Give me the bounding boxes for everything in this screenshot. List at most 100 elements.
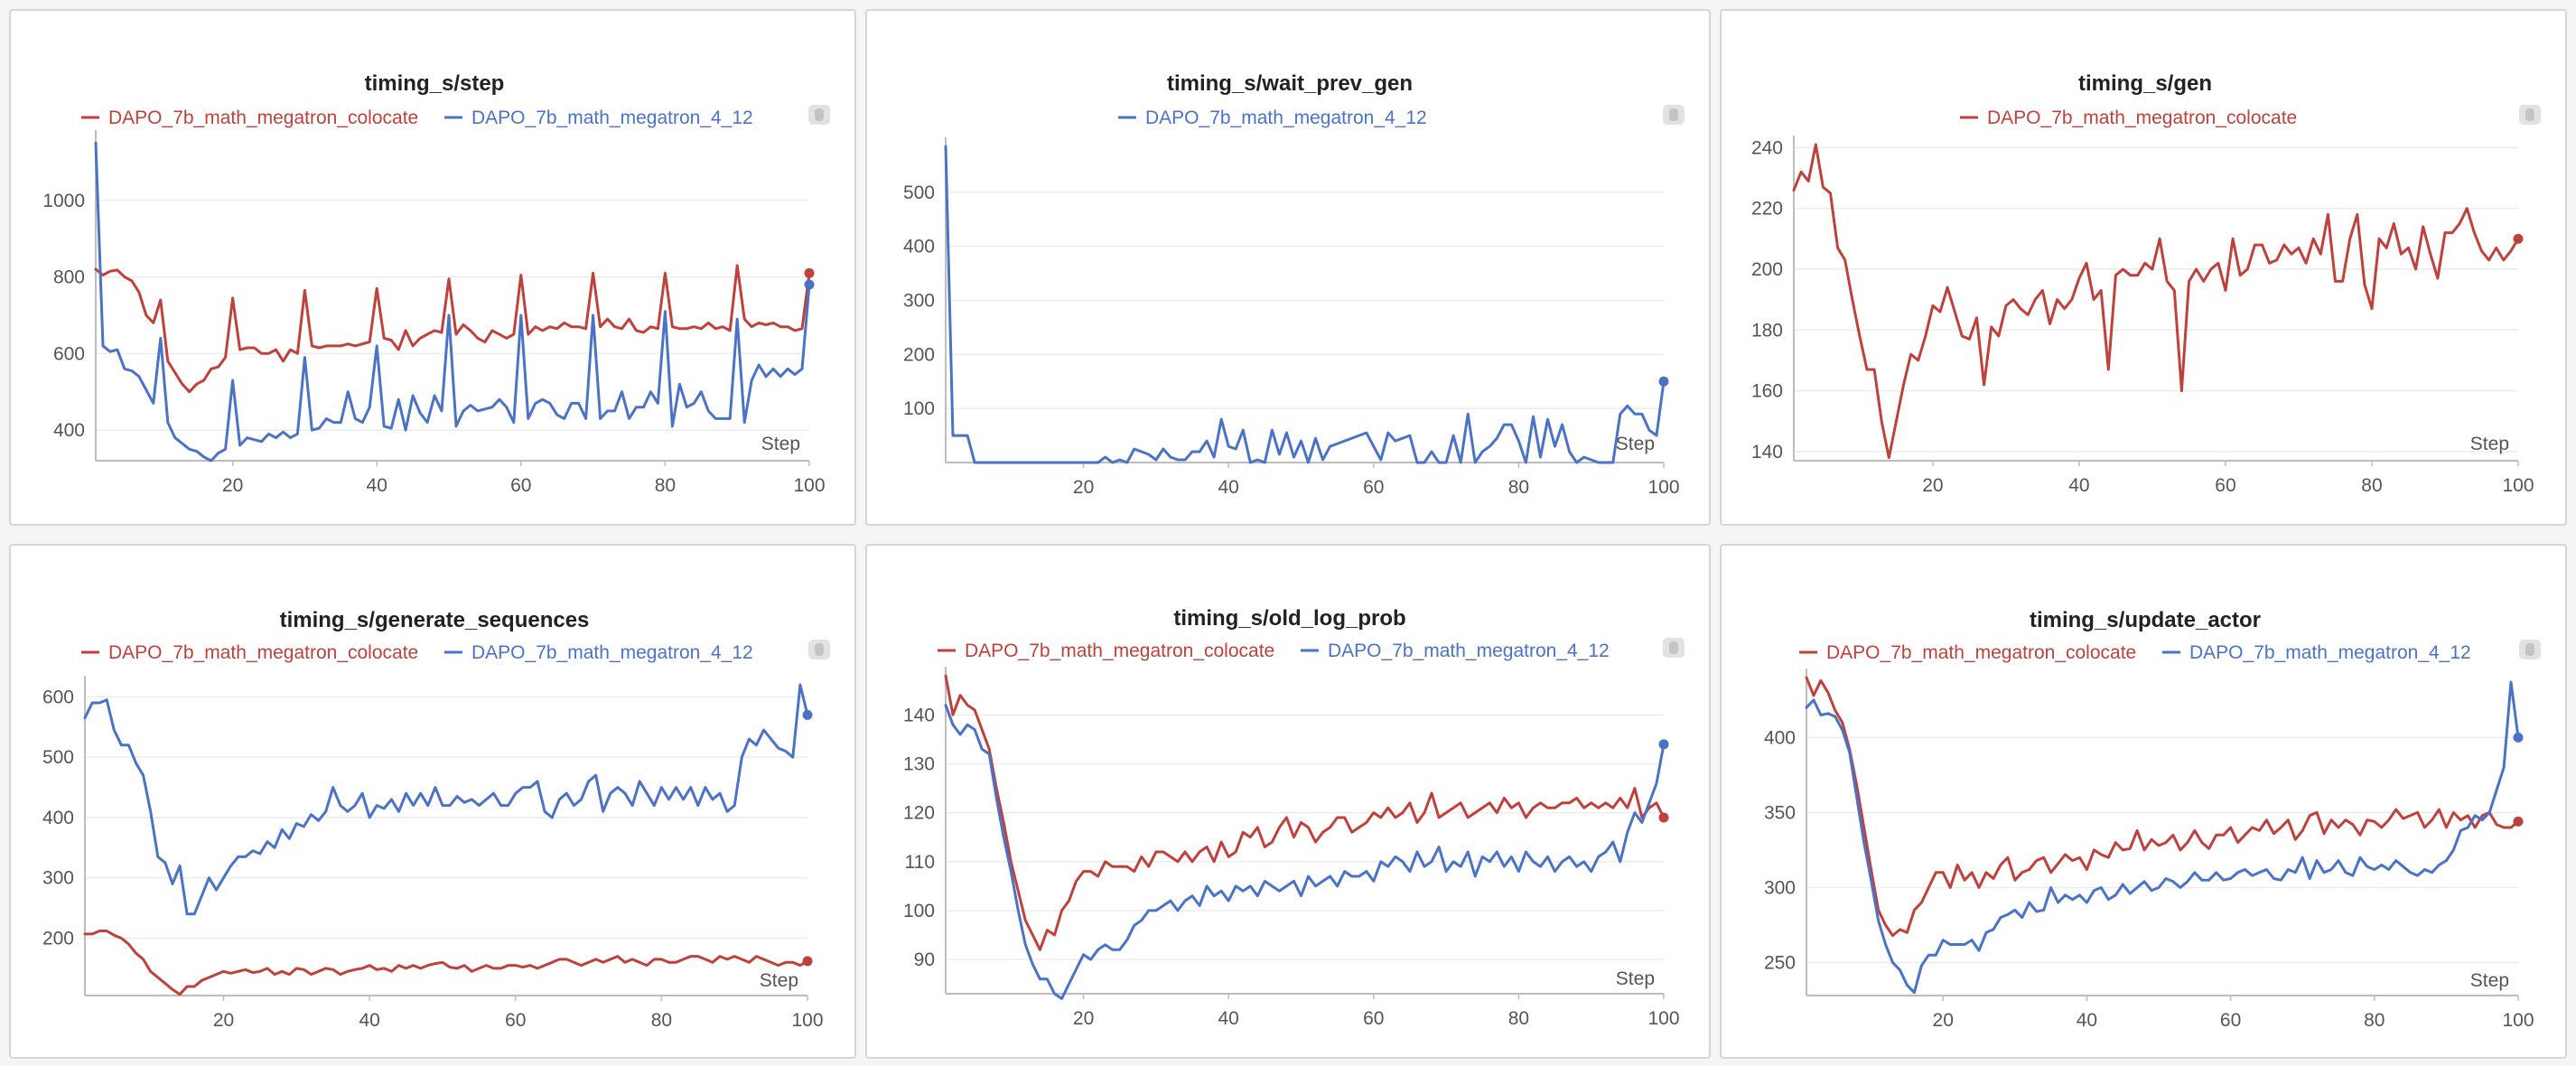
series-end-point-0[interactable] [804, 267, 815, 278]
y-tick-label: 1000 [42, 191, 85, 211]
y-tick-label: 200 [903, 344, 935, 365]
legend-label-4-12[interactable]: DAPO_7b_math_megatron_4_12 [471, 108, 753, 128]
x-axis-label: Step [761, 434, 800, 454]
chart-panel-generate-sequences[interactable]: timing_s/generate_sequences DAPO_7b_math… [9, 544, 856, 1059]
series-end-point-1[interactable] [1658, 739, 1669, 750]
x-tick-label: 20 [1073, 477, 1094, 498]
legend: DAPO_7b_math_megatron_colocate DAPO_7b_m… [938, 641, 1610, 661]
x-tick-label: 40 [367, 475, 387, 496]
legend-label-colocate[interactable]: DAPO_7b_math_megatron_colocate [108, 108, 418, 128]
y-tick-label: 800 [53, 267, 85, 288]
y-tick-label: 500 [903, 182, 935, 203]
y-tick-label: 100 [903, 398, 935, 419]
series-line-1[interactable] [83, 683, 809, 916]
series-end-point-0[interactable] [1658, 376, 1669, 387]
chart-panel-wait-prev-gen[interactable]: timing_s/wait_prev_gen DAPO_7b_math_mega… [865, 9, 1711, 526]
legend-label-colocate[interactable]: DAPO_7b_math_megatron_colocate [108, 642, 418, 663]
chart-svg: timing_s/wait_prev_gen DAPO_7b_math_mega… [903, 71, 1685, 498]
x-tick-label: 80 [655, 475, 676, 496]
series-line-0[interactable] [1805, 676, 2520, 938]
chart-panel-step[interactable]: timing_s/step DAPO_7b_math_megatron_colo… [9, 9, 856, 526]
chart-title: timing_s/wait_prev_gen [1167, 71, 1413, 96]
series-line-0[interactable] [944, 145, 1666, 464]
legend: DAPO_7b_math_megatron_colocate DAPO_7b_m… [81, 108, 753, 128]
chart-title: timing_s/update_actor [2030, 608, 2261, 632]
x-tick-label: 40 [2077, 1010, 2097, 1031]
chart-panel-update-actor[interactable]: timing_s/update_actor DAPO_7b_math_megat… [1720, 544, 2567, 1059]
x-tick-label: 100 [1647, 1008, 1679, 1029]
y-tick-label: 90 [914, 949, 935, 970]
y-tick-label: 140 [1751, 442, 1783, 463]
chart-title: timing_s/generate_sequences [280, 608, 590, 632]
series-end-point-1[interactable] [804, 279, 815, 290]
y-tick-label: 110 [905, 852, 935, 873]
x-tick-label: 20 [1933, 1010, 1954, 1031]
legend-label-4-12[interactable]: DAPO_7b_math_megatron_4_12 [471, 642, 753, 663]
settings-toggle-knob [2525, 643, 2534, 656]
series-end-point-0[interactable] [2513, 816, 2524, 827]
series-line-1[interactable] [94, 141, 811, 463]
legend-label-colocate[interactable]: DAPO_7b_math_megatron_colocate [1987, 108, 2297, 128]
y-tick-label: 220 [1751, 199, 1783, 220]
chart-svg: timing_s/old_log_prob DAPO_7b_math_megat… [903, 606, 1685, 1029]
x-tick-label: 40 [359, 1010, 379, 1031]
y-tick-label: 500 [42, 747, 74, 768]
legend-label-colocate[interactable]: DAPO_7b_math_megatron_colocate [1826, 642, 2136, 663]
y-tick-label: 250 [1764, 952, 1796, 973]
settings-toggle-knob [815, 108, 824, 121]
chart-panel-gen[interactable]: timing_s/gen DAPO_7b_math_megatron_coloc… [1720, 9, 2567, 526]
x-tick-label: 80 [651, 1010, 672, 1031]
x-tick-label: 60 [1363, 477, 1384, 498]
y-tick-label: 400 [903, 237, 935, 257]
x-tick-label: 60 [1363, 1008, 1384, 1029]
settings-toggle-knob [2525, 108, 2534, 121]
x-tick-label: 20 [213, 1010, 234, 1031]
y-tick-label: 300 [42, 868, 74, 889]
legend-label-4-12[interactable]: DAPO_7b_math_megatron_4_12 [1328, 641, 1610, 661]
chart-panel-old-log-prob[interactable]: timing_s/old_log_prob DAPO_7b_math_megat… [865, 544, 1711, 1059]
x-tick-label: 100 [793, 475, 825, 496]
y-tick-label: 120 [903, 803, 935, 824]
series-end-point-0[interactable] [1658, 812, 1669, 823]
legend: DAPO_7b_math_megatron_4_12 [1118, 108, 1427, 128]
series-end-point-1[interactable] [2513, 732, 2524, 743]
x-tick-label: 20 [1922, 475, 1943, 496]
series-line-0[interactable] [1792, 143, 2520, 460]
x-tick-label: 40 [2068, 475, 2089, 496]
chart-title: timing_s/old_log_prob [1173, 606, 1405, 631]
y-tick-label: 400 [53, 420, 85, 441]
x-tick-label: 60 [2215, 475, 2235, 496]
x-axis-label: Step [760, 970, 798, 991]
y-tick-label: 600 [42, 687, 74, 707]
legend-label-4-12[interactable]: DAPO_7b_math_megatron_4_12 [1145, 108, 1427, 128]
series-line-1[interactable] [944, 704, 1666, 1000]
series-line-0[interactable] [944, 674, 1666, 951]
legend-label-colocate[interactable]: DAPO_7b_math_megatron_colocate [965, 641, 1274, 661]
chart-title: timing_s/gen [2078, 71, 2212, 96]
y-tick-label: 180 [1751, 320, 1783, 341]
y-tick-label: 300 [903, 291, 935, 312]
x-tick-label: 20 [222, 475, 243, 496]
series-line-1[interactable] [1805, 680, 2520, 995]
series-line-0[interactable] [94, 264, 811, 394]
series-end-point-0[interactable] [802, 956, 813, 967]
y-tick-label: 400 [42, 808, 74, 828]
x-tick-label: 80 [2364, 1010, 2385, 1031]
y-tick-label: 140 [903, 705, 935, 725]
x-tick-label: 60 [510, 475, 531, 496]
series-end-point-0[interactable] [2513, 233, 2524, 244]
series-end-point-1[interactable] [802, 709, 813, 720]
x-tick-label: 80 [1508, 477, 1529, 498]
settings-toggle-knob [1669, 641, 1678, 654]
series-line-0[interactable] [83, 930, 809, 996]
y-tick-label: 400 [1764, 727, 1796, 748]
x-tick-label: 80 [2361, 475, 2382, 496]
y-tick-label: 350 [1764, 802, 1796, 823]
settings-toggle-knob [1669, 108, 1678, 121]
y-tick-label: 100 [903, 901, 935, 921]
legend-label-4-12[interactable]: DAPO_7b_math_megatron_4_12 [2189, 642, 2471, 663]
chart-title: timing_s/step [365, 71, 505, 96]
x-tick-label: 80 [1508, 1008, 1529, 1029]
y-tick-label: 130 [903, 753, 935, 774]
